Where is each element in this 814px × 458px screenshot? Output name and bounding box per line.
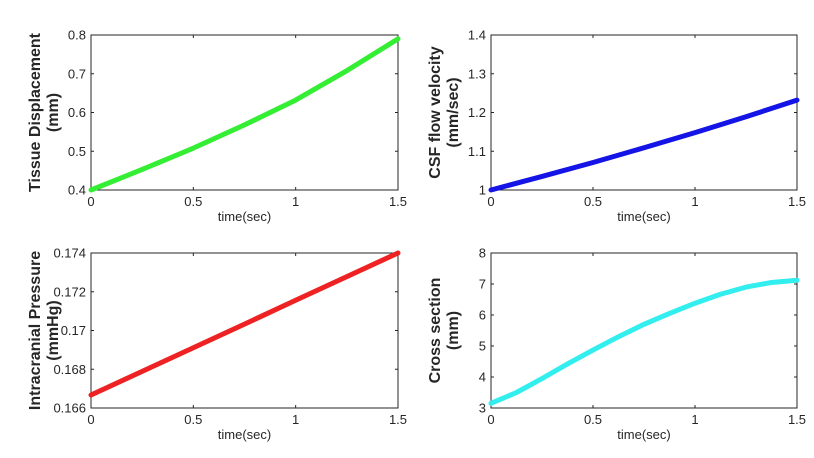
x-tick-label: 1 bbox=[292, 194, 299, 209]
y-tick-label: 1.4 bbox=[468, 28, 486, 43]
x-tick-label: 0.5 bbox=[584, 412, 602, 427]
subplot-2: 0 0.5 1 1.5 1 1.1 1.2 1.3 1.4 time(sec) CSF flow v… bbox=[427, 28, 806, 225]
y-axis-label-line-1: CSF flow velocity bbox=[427, 46, 444, 179]
y-tick-label: 0.8 bbox=[68, 28, 86, 43]
y-tick-label: 5 bbox=[479, 339, 486, 354]
y-tick-label: 0.4 bbox=[68, 183, 86, 198]
x-tick-label: 1.5 bbox=[389, 194, 407, 209]
x-tick-label: 1.5 bbox=[788, 194, 806, 209]
x-axis-label: time(sec) bbox=[617, 209, 670, 224]
x-tick-label: 1 bbox=[292, 412, 299, 427]
series-line-1 bbox=[488, 277, 800, 406]
x-tick-label: 1.5 bbox=[788, 412, 806, 427]
subplot-1: 0 0.5 1 1.5 0.4 0.5 0.6 0.7 0.8 time(sec) Tissue D… bbox=[27, 28, 407, 225]
x-tick-label: 0 bbox=[87, 412, 94, 427]
series-line-1 bbox=[88, 250, 401, 398]
y-tick-label: 1.1 bbox=[468, 144, 486, 159]
y-tick-label: 4 bbox=[479, 370, 486, 385]
x-tick-label: 1 bbox=[691, 194, 698, 209]
y-tick-label: 1.2 bbox=[468, 105, 486, 120]
x-tick-label: 0.5 bbox=[584, 194, 602, 209]
y-axis-label-line-2: (mmHg) bbox=[45, 300, 62, 360]
y-tick-label: 7 bbox=[479, 277, 486, 292]
series-line-1 bbox=[88, 36, 401, 193]
x-tick-label: 0 bbox=[487, 412, 494, 427]
subplot-3: 0 0.5 1 1.5 0.166 0.168 0.17 0.172 0.174 time(sec… bbox=[27, 246, 407, 443]
y-tick-label: 0.5 bbox=[68, 144, 86, 159]
x-axis-label: time(sec) bbox=[617, 427, 670, 442]
y-tick-label: 0.6 bbox=[68, 105, 86, 120]
y-tick-label: 8 bbox=[479, 246, 486, 261]
axes-box bbox=[90, 34, 399, 191]
y-tick-label: 3 bbox=[479, 401, 486, 416]
x-axis-label: time(sec) bbox=[218, 209, 271, 224]
y-tick-label: 0.17 bbox=[61, 323, 86, 338]
x-tick-label: 0.5 bbox=[184, 194, 202, 209]
subplot-4: 0 0.5 1 1.5 3 4 5 6 7 8 time(sec) Cross section (mm) bbox=[427, 246, 806, 443]
axes-box bbox=[490, 252, 798, 409]
x-tick-label: 0 bbox=[487, 194, 494, 209]
y-tick-label: 0.166 bbox=[53, 401, 86, 416]
x-tick-label: 0 bbox=[87, 194, 94, 209]
x-axis-label: time(sec) bbox=[218, 427, 271, 442]
axes-box bbox=[490, 34, 798, 191]
y-axis-label-line-2: (mm) bbox=[445, 311, 462, 350]
y-tick-label: 0.174 bbox=[53, 246, 86, 261]
series-line-1 bbox=[488, 97, 800, 193]
y-tick-label: 0.172 bbox=[53, 284, 86, 299]
x-tick-label: 0.5 bbox=[184, 412, 202, 427]
y-axis-label-line-2: (mm) bbox=[45, 93, 62, 132]
y-tick-label: 0.7 bbox=[68, 66, 86, 81]
y-axis-label-line-1: Tissue Displacement bbox=[27, 32, 44, 192]
y-axis-label-line-1: Cross section bbox=[427, 278, 444, 384]
y-tick-label: 1.3 bbox=[468, 66, 486, 81]
y-tick-label: 0.168 bbox=[53, 362, 86, 377]
x-tick-label: 1 bbox=[691, 412, 698, 427]
x-tick-label: 1.5 bbox=[389, 412, 407, 427]
y-tick-label: 1 bbox=[479, 183, 486, 198]
y-axis-label-line-2: (mm/sec) bbox=[445, 77, 462, 147]
y-axis-label-line-1: Intracranial Pressure bbox=[27, 251, 44, 410]
y-tick-label: 6 bbox=[479, 308, 486, 323]
